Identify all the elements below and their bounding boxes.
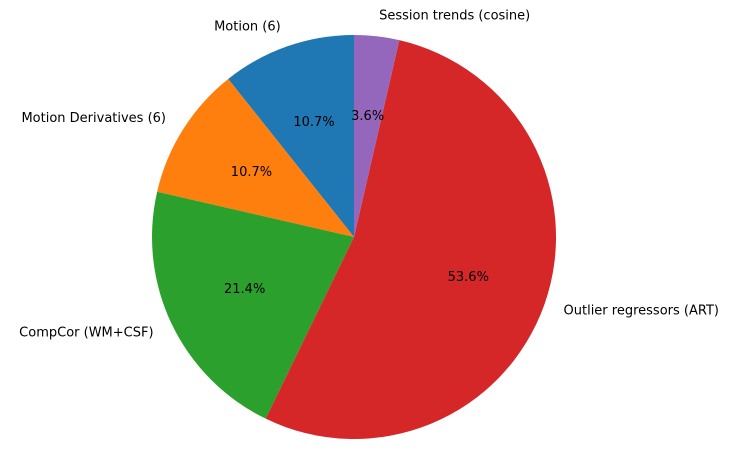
pie-slices <box>152 35 557 440</box>
pie-category-label-session-trends-cosine: Session trends (cosine) <box>379 9 530 24</box>
pie-pct-label-compcor-wm-csf: 21.4% <box>224 282 265 297</box>
pie-labels: 10.7% Motion (6) 10.7% Motion Derivatives (… <box>19 9 719 341</box>
pie-pct-label-motion-6: 10.7% <box>293 115 334 130</box>
pie-category-label-outlier-regressors-art: Outlier regressors (ART) <box>564 303 719 318</box>
pie-pct-label-session-trends-cosine: 3.6% <box>351 109 384 124</box>
pie-pct-label-motion-derivatives-6: 10.7% <box>231 165 272 180</box>
pie-category-label-compcor-wm-csf: CompCor (WM+CSF) <box>19 325 153 340</box>
pie-slice-compcor-wm-csf <box>152 191 354 419</box>
pie-category-label-motion-6: Motion (6) <box>214 20 281 35</box>
pie-slice-outlier-regressors-art <box>265 40 557 440</box>
pie-slice-motion-derivatives-6 <box>157 78 354 238</box>
pie-slice-session-trends-cosine <box>354 35 400 237</box>
pie-pct-label-outlier-regressors-art: 53.6% <box>448 270 489 285</box>
pie-category-label-motion-derivatives-6: Motion Derivatives (6) <box>21 111 166 126</box>
pie-slice-motion-6 <box>228 35 354 237</box>
